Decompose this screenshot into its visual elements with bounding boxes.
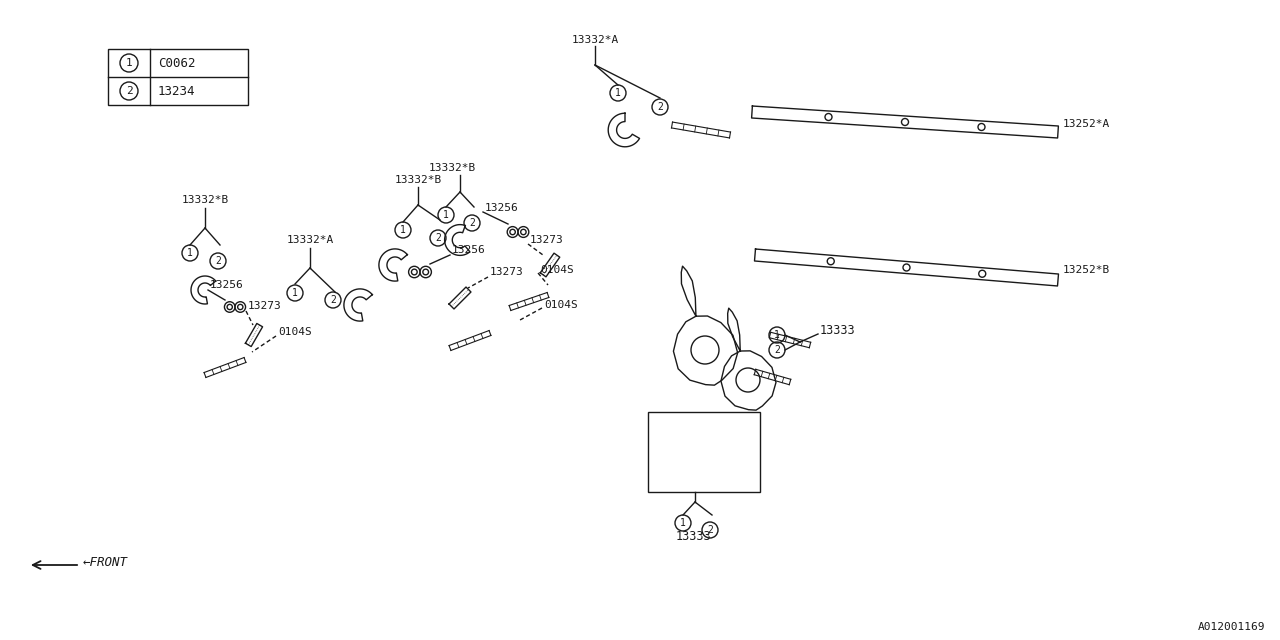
Bar (108, 49, 248, 105)
Text: 2: 2 (707, 525, 713, 535)
Text: 0104S: 0104S (544, 300, 577, 310)
Text: 13332*B: 13332*B (429, 163, 476, 173)
Text: 13332*A: 13332*A (287, 235, 334, 245)
Text: 13252*A: 13252*A (1062, 119, 1110, 129)
Text: 2: 2 (468, 218, 475, 228)
Text: 2: 2 (330, 295, 335, 305)
Text: 13332*B: 13332*B (394, 175, 442, 185)
Text: 2: 2 (125, 86, 132, 96)
Text: 1: 1 (680, 518, 686, 528)
Text: 13333: 13333 (820, 323, 855, 337)
Text: 13234: 13234 (157, 84, 196, 97)
Text: 1: 1 (125, 58, 132, 68)
Text: 2: 2 (774, 345, 780, 355)
Text: 13256: 13256 (452, 245, 485, 255)
Text: 2: 2 (435, 233, 440, 243)
Text: 13332*B: 13332*B (182, 195, 229, 205)
Text: A012001169: A012001169 (1198, 622, 1265, 632)
Text: 2: 2 (657, 102, 663, 112)
Text: 13273: 13273 (248, 301, 282, 311)
Text: 13273: 13273 (490, 267, 524, 277)
Text: 0104S: 0104S (278, 327, 312, 337)
Text: 1: 1 (616, 88, 621, 98)
Bar (648, 412, 760, 492)
Text: 1: 1 (187, 248, 193, 258)
Text: 1: 1 (443, 210, 449, 220)
Text: ←FRONT: ←FRONT (83, 556, 128, 568)
Text: 1: 1 (292, 288, 298, 298)
Text: 1: 1 (774, 330, 780, 340)
Text: 13252*B: 13252*B (1062, 265, 1110, 275)
Text: 13256: 13256 (210, 280, 243, 290)
Text: 2: 2 (215, 256, 221, 266)
Text: 13273: 13273 (530, 235, 563, 245)
Text: C0062: C0062 (157, 56, 196, 70)
Text: 1: 1 (401, 225, 406, 235)
Text: 13333: 13333 (675, 531, 710, 543)
Text: 0104S: 0104S (540, 265, 573, 275)
Text: 13332*A: 13332*A (571, 35, 618, 45)
Text: 13256: 13256 (485, 203, 518, 213)
